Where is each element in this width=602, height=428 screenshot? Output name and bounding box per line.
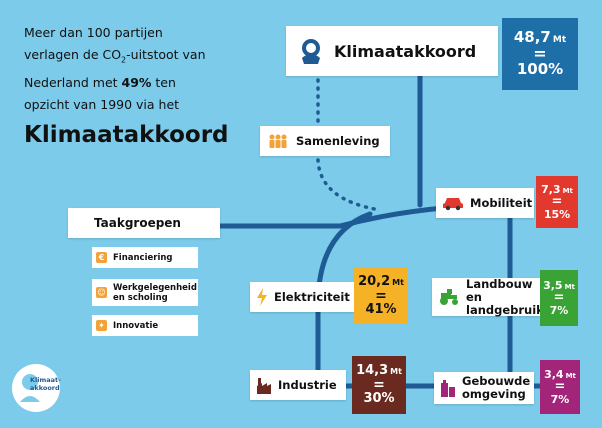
samenleving-label: Samenleving xyxy=(296,134,380,148)
intro-text: Meer dan 100 partijen verlagen de CO2-ui… xyxy=(24,22,234,150)
mobiliteit-label: Mobiliteit xyxy=(470,196,533,210)
samenleving-dotted-line xyxy=(316,78,382,212)
handshake-globe-icon xyxy=(296,36,326,66)
factory-icon xyxy=(256,376,272,394)
taakgroep-werkgelegenheid: ☺ Werkgelegenheid en scholing xyxy=(92,279,198,306)
intro-line: Nederland met 49% ten xyxy=(24,74,176,90)
gebouwde-label: Gebouwde omgeving xyxy=(462,374,531,401)
industrie-box: Industrie xyxy=(250,370,346,400)
intro-line: opzicht van 1990 via het xyxy=(24,96,180,112)
landbouw-value-box: 3,5 Mt = 7% xyxy=(540,270,578,326)
tractor-icon xyxy=(438,288,460,306)
mobiliteit-value-box: 7,3 Mt = 15% xyxy=(536,176,578,228)
taakgroep-innovatie: ✦ Innovatie xyxy=(92,315,198,336)
landbouw-box: Landbouw en landgebruik xyxy=(432,277,544,316)
industrie-label: Industrie xyxy=(278,378,337,392)
samenleving-box: Samenleving xyxy=(260,126,390,156)
money-icon: € xyxy=(96,252,107,263)
klimaatakkoord-box: Klimaatakkoord xyxy=(286,26,498,76)
lightning-icon xyxy=(256,288,268,306)
klimaatakkoord-value-box: 48,7 Mt = 100% xyxy=(502,18,578,90)
intro-line: verlagen de CO2-uitstoot van xyxy=(24,47,206,65)
landbouw-label: Landbouw en landgebruik xyxy=(466,276,544,317)
taakgroepen-box: Taakgroepen xyxy=(68,208,220,238)
people-icon xyxy=(268,133,288,149)
logo-text: Klimaat- xyxy=(30,376,61,384)
logo-text: akkoord xyxy=(30,384,60,392)
gebouwde-value-box: 3,4 Mt = 7% xyxy=(540,360,580,414)
intro-title: Klimaatakkoord xyxy=(24,121,229,148)
taakgroepen-label: Taakgroepen xyxy=(94,216,181,230)
industrie-value-box: 14,3 Mt = 30% xyxy=(352,356,406,414)
klimaatakkoord-label: Klimaatakkoord xyxy=(334,41,477,61)
lightbulb-icon: ✦ xyxy=(96,320,107,331)
klimaatakkoord-logo: Klimaat-akkoord xyxy=(10,362,62,414)
gebouwde-box: Gebouwde omgeving xyxy=(434,372,534,404)
intro-line: Meer dan 100 partijen xyxy=(24,25,163,40)
taakgroep-financiering: € Financiering xyxy=(92,247,198,268)
buildings-icon xyxy=(440,379,456,397)
car-icon xyxy=(442,195,464,211)
elektriciteit-label: Elektriciteit xyxy=(274,290,350,304)
elektriciteit-box: Elektriciteit xyxy=(250,282,354,312)
mobiliteit-box: Mobiliteit xyxy=(436,188,534,218)
people-icon: ☺ xyxy=(96,287,107,298)
elektriciteit-value-box: 20,2 Mt = 41% xyxy=(354,268,408,324)
